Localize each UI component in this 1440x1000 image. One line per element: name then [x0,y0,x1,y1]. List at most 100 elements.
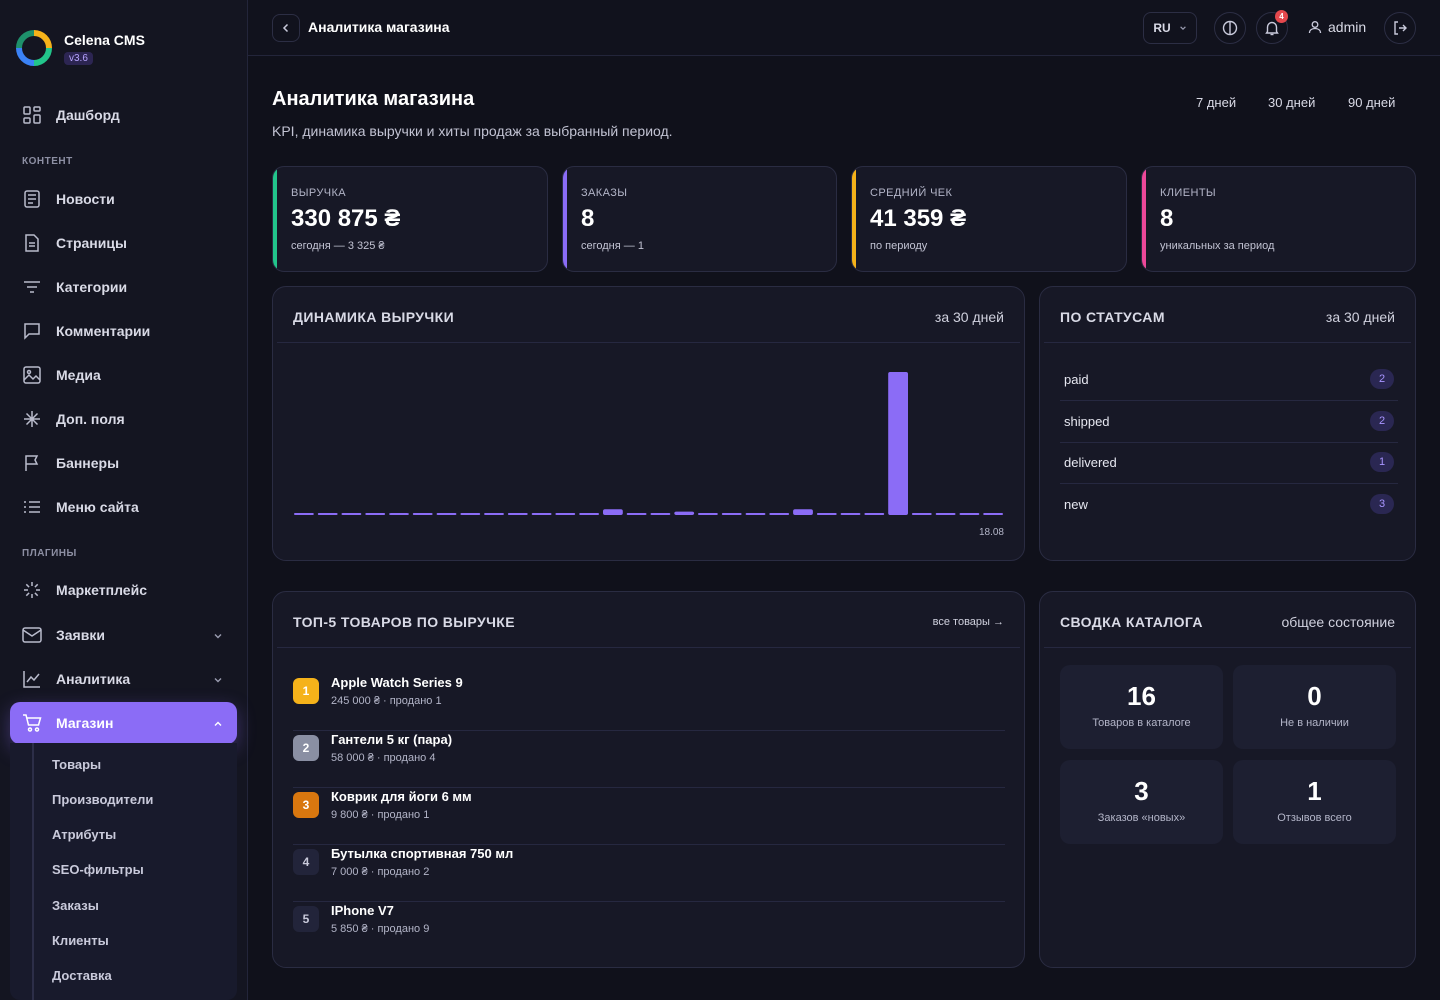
sidebar-item-site-menu[interactable]: Меню сайта [10,486,237,528]
sidebar-item-analytics[interactable]: Аналитика [10,658,237,700]
sidebar-item-extra-fields[interactable]: Доп. поля [10,398,237,440]
revenue-bar[interactable] [864,513,885,515]
back-button[interactable] [272,14,300,42]
revenue-bar[interactable] [626,513,647,515]
sidebar-item-label: Магазин [56,715,114,731]
revenue-bar[interactable] [674,511,695,515]
kpi-value: 8 [581,205,595,232]
language-select[interactable]: RU [1143,12,1197,44]
sidebar-item-requests[interactable]: Заявки [10,614,237,656]
chevron-down-icon [213,672,223,688]
chart-line-icon [22,669,42,689]
brand[interactable]: Celena CMS v3.6 [16,30,145,66]
revenue-bar[interactable] [341,513,362,515]
kpi-label: ЗАКАЗЫ [581,187,628,199]
revenue-bar[interactable] [460,513,481,515]
sidebar-item-marketplace[interactable]: Маркетплейс [10,569,237,611]
catalog-tile-products: 16 Товаров в каталоге [1060,665,1223,749]
product-name: Apple Watch Series 9 [331,675,463,690]
revenue-bar[interactable] [365,513,386,515]
period-7-days[interactable]: 7 дней [1196,95,1237,110]
revenue-bar[interactable] [389,513,409,515]
rank-badge: 3 [293,792,319,818]
subnav-line [32,743,34,1000]
tile-value: 1 [1307,776,1322,806]
product-meta: 58 000 ₴ · продано 4 [331,752,436,764]
revenue-bar[interactable] [603,509,623,515]
revenue-bar[interactable] [911,513,932,515]
subnav-item-manufacturers[interactable]: Производители [52,792,154,807]
revenue-bar[interactable] [935,513,956,515]
revenue-bar[interactable] [816,513,837,515]
revenue-bar-chart: 18.08 [294,372,1004,538]
revenue-bar[interactable] [840,513,861,515]
subnav-item-clients[interactable]: Клиенты [52,933,109,948]
sidebar-item-banners[interactable]: Баннеры [10,442,237,484]
subnav-item-products[interactable]: Товары [52,757,102,772]
sidebar-item-categories[interactable]: Категории [10,266,237,308]
revenue-bar[interactable] [959,513,980,515]
contrast-icon [1222,20,1238,36]
top-product-row[interactable]: 3 Коврик для йоги 6 мм 9 800 ₴ · продано… [293,788,1005,845]
top-product-row[interactable]: 5 IPhone V7 5 850 ₴ · продано 9 [293,902,1005,959]
sidebar-item-label: Категории [56,279,128,295]
sidebar-item-news[interactable]: Новости [10,178,237,220]
chevron-down-icon [213,628,223,644]
sidebar-item-dashboard[interactable]: Дашборд [10,94,237,136]
subnav-item-orders[interactable]: Заказы [52,898,99,913]
kpi-label: ВЫРУЧКА [291,187,347,199]
top-product-row[interactable]: 1 Apple Watch Series 9 245 000 ₴ · прода… [293,674,1005,731]
row-divider [1060,442,1398,443]
revenue-bar[interactable] [531,513,552,515]
catalog-tile-reviews: 1 Отзывов всего [1233,760,1396,844]
status-count-badge: 2 [1370,411,1394,431]
sidebar-item-comments[interactable]: Комментарии [10,310,237,352]
logout-button[interactable] [1384,12,1416,44]
revenue-bar[interactable] [793,509,813,515]
revenue-bar[interactable] [721,513,742,515]
sidebar-item-label: Медиа [56,367,101,383]
row-divider [293,844,1005,845]
sidebar-item-media[interactable]: Медиа [10,354,237,396]
revenue-bar[interactable] [745,513,766,515]
kpi-sub: сегодня — 3 325 ₴ [291,240,385,252]
revenue-bar[interactable] [698,513,718,515]
kpi-sub: сегодня — 1 [581,240,644,252]
revenue-bar[interactable] [650,513,671,515]
user-menu[interactable]: admin [1308,19,1366,35]
period-30-days[interactable]: 30 дней [1268,95,1316,110]
card-title: ДИНАМИКА ВЫРУЧКИ [293,309,455,325]
kpi-label: СРЕДНИЙ ЧЕК [870,187,953,199]
product-meta: 7 000 ₴ · продано 2 [331,866,430,878]
product-name: Бутылка спортивная 750 мл [331,846,514,861]
theme-toggle-button[interactable] [1214,12,1246,44]
all-products-link[interactable]: все товары → [932,616,1004,628]
subnav-item-attributes[interactable]: Атрибуты [52,827,117,842]
revenue-bar[interactable] [888,372,908,515]
status-count-badge: 2 [1370,369,1394,389]
revenue-bar[interactable] [555,513,576,515]
revenue-chart-card: ДИНАМИКА ВЫРУЧКИ за 30 дней 18.08 [272,286,1025,561]
section-label-plugins: ПЛАГИНЫ [22,548,77,559]
top-product-row[interactable]: 4 Бутылка спортивная 750 мл 7 000 ₴ · пр… [293,845,1005,902]
sidebar-item-pages[interactable]: Страницы [10,222,237,264]
revenue-bar[interactable] [769,513,790,515]
revenue-bar[interactable] [412,513,433,515]
subnav-item-seo-filters[interactable]: SEO-фильтры [52,862,144,877]
notifications-button[interactable]: 4 [1256,10,1288,44]
top-product-row[interactable]: 2 Гантели 5 кг (пара) 58 000 ₴ · продано… [293,731,1005,788]
revenue-bar[interactable] [579,513,599,515]
sidebar-item-shop[interactable]: Магазин [10,702,237,744]
revenue-bar[interactable] [436,513,457,515]
revenue-bar[interactable] [484,513,504,515]
subnav-item-delivery[interactable]: Доставка [52,968,112,983]
period-90-days[interactable]: 90 дней [1348,95,1396,110]
sidebar-item-label: Баннеры [56,455,120,471]
logout-icon [1394,21,1407,35]
product-meta: 245 000 ₴ · продано 1 [331,695,442,707]
revenue-bar[interactable] [294,513,314,515]
revenue-bar[interactable] [983,513,1003,515]
revenue-bar[interactable] [317,513,338,515]
revenue-bar[interactable] [507,513,528,515]
kpi-sub: уникальных за период [1160,240,1275,252]
